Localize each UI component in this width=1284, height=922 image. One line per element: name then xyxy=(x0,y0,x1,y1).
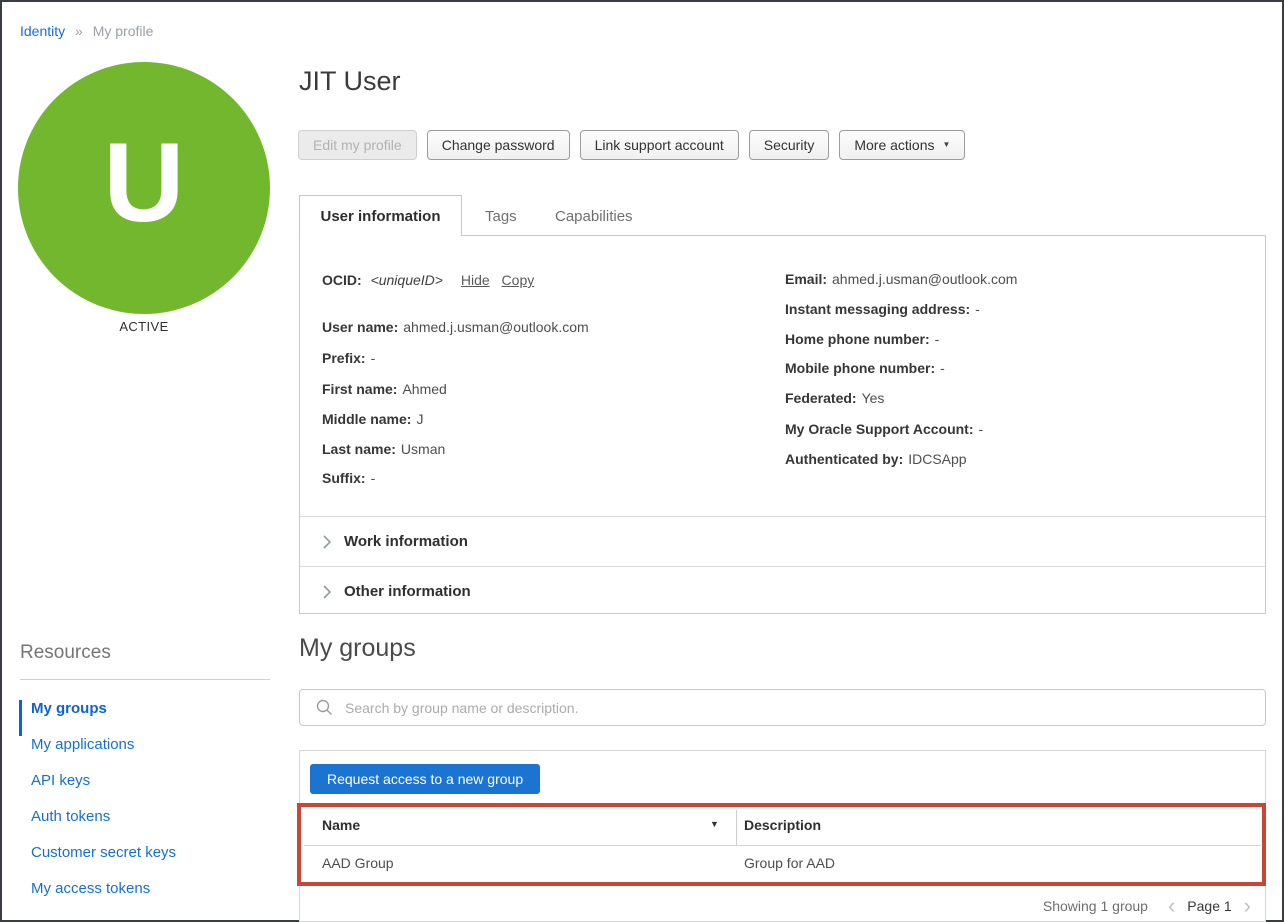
field-oracle-support-account: My Oracle Support Account: - xyxy=(785,421,983,437)
other-information-toggle[interactable]: Other information xyxy=(322,583,471,600)
field-value: - xyxy=(940,360,945,376)
divider xyxy=(300,566,1265,567)
field-value: - xyxy=(370,350,376,366)
chevron-right-icon xyxy=(322,534,332,550)
field-value: ahmed.j.usman@outlook.com xyxy=(403,319,589,335)
tab-user-information[interactable]: User information xyxy=(299,195,462,236)
field-authenticated-by: Authenticated by: IDCSApp xyxy=(785,451,967,467)
work-information-label: Work information xyxy=(344,533,468,550)
page-previous-icon[interactable]: ‹ xyxy=(1167,893,1176,918)
sidebar-item-my-groups[interactable]: My groups xyxy=(19,700,279,736)
field-mobile-phone: Mobile phone number: - xyxy=(785,360,945,376)
showing-count: Showing 1 group xyxy=(1042,898,1148,914)
tab-tags[interactable]: Tags xyxy=(485,208,517,225)
field-value: Usman xyxy=(400,441,446,457)
resources-divider xyxy=(20,679,270,680)
field-value: J xyxy=(416,411,424,427)
field-user-name: User name: ahmed.j.usman@outlook.com xyxy=(322,319,589,335)
work-information-toggle[interactable]: Work information xyxy=(322,533,468,550)
more-actions-label: More actions xyxy=(854,137,935,153)
breadcrumb-current: My profile xyxy=(92,23,154,39)
field-label: Authenticated by: xyxy=(785,451,904,467)
divider xyxy=(300,516,1265,517)
column-header-description[interactable]: Description xyxy=(744,817,822,833)
resources-list: My groups My applications API keys Auth … xyxy=(19,700,279,916)
other-information-label: Other information xyxy=(344,583,471,600)
edit-my-profile-button[interactable]: Edit my profile xyxy=(298,130,417,160)
field-value: ahmed.j.usman@outlook.com xyxy=(832,271,1018,287)
field-value: - xyxy=(934,331,940,347)
table-footer: Showing 1 group ‹ Page 1 › xyxy=(1043,895,1253,917)
breadcrumb-separator: » xyxy=(75,23,83,39)
field-label: Federated: xyxy=(785,390,857,406)
user-information-panel: OCID: <uniqueID> Hide Copy User name: ahm… xyxy=(299,235,1266,614)
request-access-button[interactable]: Request access to a new group xyxy=(310,764,541,794)
caret-down-icon: ▼ xyxy=(942,140,951,149)
sort-caret-icon[interactable]: ▼ xyxy=(710,819,719,829)
field-label: Home phone number: xyxy=(785,331,930,347)
field-label: Suffix: xyxy=(322,470,366,486)
ocid-label: OCID: xyxy=(322,272,362,288)
status-badge: ACTIVE xyxy=(119,319,169,334)
group-search-input[interactable] xyxy=(345,690,1265,725)
field-label: Prefix: xyxy=(322,350,366,366)
field-label: My Oracle Support Account: xyxy=(785,421,974,437)
actions-toolbar: Edit my profile Change password Link sup… xyxy=(298,130,966,160)
ocid-hide-link[interactable]: Hide xyxy=(460,272,490,288)
tab-capabilities[interactable]: Capabilities xyxy=(555,208,633,225)
column-header-name[interactable]: Name xyxy=(322,817,361,833)
sidebar-item-auth-tokens[interactable]: Auth tokens xyxy=(31,808,111,825)
resources-heading: Resources xyxy=(20,642,111,663)
field-email: Email: ahmed.j.usman@outlook.com xyxy=(785,271,1017,287)
field-value: - xyxy=(370,470,376,486)
my-groups-panel: Request access to a new group Name ▼ Des… xyxy=(299,750,1266,922)
field-first-name: First name: Ahmed xyxy=(322,381,447,397)
security-button[interactable]: Security xyxy=(748,130,830,160)
column-divider xyxy=(736,810,737,845)
search-icon xyxy=(316,699,333,716)
sidebar-item-customer-secret-keys[interactable]: Customer secret keys xyxy=(31,844,177,861)
my-groups-heading: My groups xyxy=(299,634,416,662)
group-name-cell: AAD Group xyxy=(322,855,394,871)
field-home-phone: Home phone number: - xyxy=(785,331,939,347)
field-label: User name: xyxy=(322,319,399,335)
sidebar-item-my-applications[interactable]: My applications xyxy=(31,736,135,753)
breadcrumb-identity-link[interactable]: Identity xyxy=(20,23,66,39)
field-federated: Federated: Yes xyxy=(785,390,884,406)
page-title: JIT User xyxy=(299,66,401,96)
change-password-button[interactable]: Change password xyxy=(426,130,570,160)
header-bottom-border xyxy=(304,845,1261,846)
breadcrumb: Identity » My profile xyxy=(20,23,153,39)
field-label: Instant messaging address: xyxy=(785,301,971,317)
more-actions-button[interactable]: More actions ▼ xyxy=(839,130,966,160)
page-next-icon[interactable]: › xyxy=(1243,893,1251,918)
avatar: U xyxy=(18,62,270,314)
field-label: First name: xyxy=(322,381,398,397)
field-prefix: Prefix: - xyxy=(322,350,375,366)
ocid-row: OCID: <uniqueID> Hide Copy xyxy=(322,272,534,288)
link-support-account-button[interactable]: Link support account xyxy=(579,130,739,160)
field-suffix: Suffix: - xyxy=(322,470,375,486)
field-value: Ahmed xyxy=(402,381,447,397)
ocid-copy-link[interactable]: Copy xyxy=(501,272,535,288)
field-value: Yes xyxy=(861,390,885,406)
field-label: Email: xyxy=(785,271,828,287)
group-search-box xyxy=(299,689,1266,726)
field-label: Last name: xyxy=(322,441,396,457)
ocid-value: <uniqueID> xyxy=(370,272,443,288)
chevron-right-icon xyxy=(322,584,332,600)
sidebar-item-my-access-tokens[interactable]: My access tokens xyxy=(31,880,151,897)
field-instant-messaging: Instant messaging address: - xyxy=(785,301,980,317)
field-value: - xyxy=(978,421,984,437)
field-value: IDCSApp xyxy=(908,451,967,467)
field-value: - xyxy=(975,301,980,317)
field-middle-name: Middle name: J xyxy=(322,411,423,427)
avatar-letter: U xyxy=(103,120,185,245)
sidebar-item-api-keys[interactable]: API keys xyxy=(31,772,91,789)
field-label: Mobile phone number: xyxy=(785,360,936,376)
page-indicator: Page 1 xyxy=(1187,898,1232,914)
field-label: Middle name: xyxy=(322,411,412,427)
field-last-name: Last name: Usman xyxy=(322,441,445,457)
group-description-cell: Group for AAD xyxy=(744,855,836,871)
